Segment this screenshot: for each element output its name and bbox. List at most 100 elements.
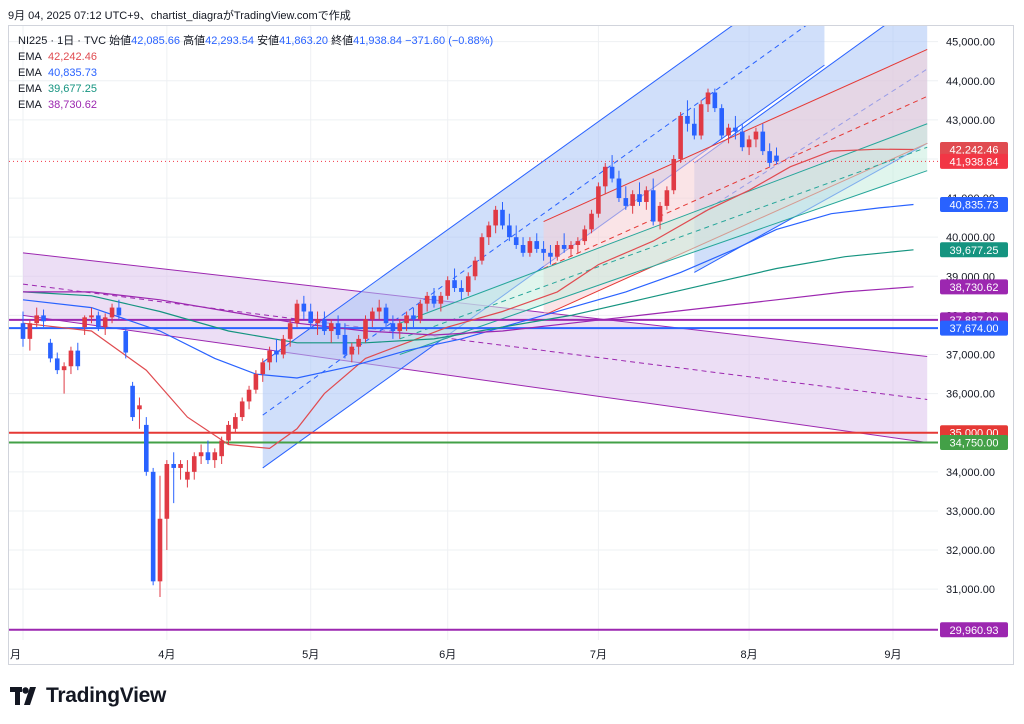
candle: [75, 342, 81, 371]
candle: [68, 346, 74, 375]
candle: [616, 170, 622, 202]
price-badge: 40,835.73: [940, 197, 1008, 213]
candle: [479, 233, 485, 265]
price-badge-box: [940, 435, 1008, 451]
candle: [411, 307, 416, 328]
price-badge-label: 34,750.00: [950, 438, 999, 450]
candle: [739, 123, 745, 152]
candle-body: [685, 115, 690, 124]
candle: [602, 162, 608, 195]
candle-body: [452, 280, 457, 289]
ema-label: EMA: [18, 99, 42, 111]
ema-legend-2[interactable]: EMA 40,835.73: [18, 65, 493, 81]
candle-body: [637, 194, 642, 202]
candle: [582, 225, 587, 246]
ema-value: 42,242.46: [48, 51, 97, 63]
symbol-label[interactable]: NI225 · 1日 · TVC: [18, 35, 107, 47]
y-tick-label: 31,000.00: [946, 584, 995, 596]
channel-upper-line: [262, 26, 733, 363]
candle: [342, 323, 348, 359]
candle-body: [123, 331, 129, 353]
tradingview-logo-text: TradingView: [46, 684, 167, 707]
tradingview-logo[interactable]: TradingView: [10, 684, 166, 708]
channel-mid-line: [399, 146, 928, 340]
candle-body: [671, 158, 677, 191]
x-tick-label: 8月: [741, 649, 758, 661]
candle-body: [185, 471, 190, 480]
price-badge: 42,242.46: [940, 141, 1008, 157]
price-badge-label: 42,242.46: [950, 144, 999, 156]
candle-body: [383, 307, 389, 324]
ema-legend-1[interactable]: EMA 42,242.46: [18, 49, 493, 65]
price-badge-box: [940, 320, 1008, 336]
candle-body: [465, 276, 471, 292]
candle: [760, 123, 766, 156]
candle-body: [733, 127, 738, 132]
candle: [589, 209, 594, 234]
candle-body: [274, 350, 279, 355]
candle: [171, 452, 176, 504]
ema-legend-4[interactable]: EMA 38,730.62: [18, 97, 493, 113]
candle-body: [171, 464, 176, 468]
candle: [568, 241, 574, 257]
candle-body: [555, 245, 560, 257]
candle: [274, 338, 279, 363]
candle: [48, 338, 53, 363]
candle: [370, 307, 375, 328]
price-badge: 38,730.62: [940, 279, 1008, 295]
x-tick-label: 7月: [590, 649, 607, 661]
price-badge: 34,750.00: [940, 435, 1008, 451]
candle-body: [370, 311, 375, 320]
candle-body: [746, 139, 752, 148]
candle-body: [27, 323, 33, 339]
candle-body: [438, 295, 444, 304]
candle: [555, 241, 560, 261]
candle: [376, 299, 382, 320]
ema1-line: [22, 148, 914, 450]
candle-body: [157, 518, 163, 582]
candle-body: [82, 317, 87, 328]
y-tick-label: 32,000.00: [946, 545, 995, 557]
x-tick-label: 9月: [884, 649, 901, 661]
candle: [205, 440, 211, 465]
price-badge-label: 41,938.84: [950, 156, 999, 168]
candle: [54, 352, 60, 375]
price-badge-label: 39,677.25: [950, 245, 999, 257]
ema-label: EMA: [18, 67, 42, 79]
candle: [267, 346, 272, 371]
candle-body: [137, 405, 142, 410]
candle-body: [68, 350, 74, 367]
candle-body: [561, 245, 567, 249]
candle: [561, 233, 567, 253]
candle: [650, 178, 656, 226]
candle-body: [596, 186, 601, 214]
tradingview-logo-icon: [10, 687, 36, 705]
candle-body: [233, 417, 238, 429]
candle-body: [287, 323, 293, 339]
candle-body: [328, 323, 334, 332]
candle: [424, 291, 430, 312]
candle-body: [48, 342, 53, 359]
candle: [767, 143, 772, 167]
channel-lower-line: [399, 170, 928, 355]
y-tick-label: 44,000.00: [946, 76, 995, 88]
candle: [246, 385, 252, 410]
candle: [527, 237, 533, 257]
candle-body: [424, 295, 430, 304]
candle: [335, 315, 341, 339]
candle: [137, 397, 142, 429]
candle: [150, 467, 156, 586]
y-tick-label: 45,000.00: [946, 37, 995, 49]
candle-body: [144, 424, 149, 472]
candle-body: [308, 311, 313, 324]
candle: [89, 307, 94, 324]
candle: [664, 186, 670, 210]
candle-body: [513, 237, 519, 246]
candle: [116, 299, 122, 320]
candle: [733, 115, 738, 140]
ema-legend-3[interactable]: EMA 39,677.25: [18, 81, 493, 97]
close-value: 41,938.84: [353, 35, 403, 47]
candle-body: [34, 315, 39, 324]
candle: [260, 358, 266, 382]
